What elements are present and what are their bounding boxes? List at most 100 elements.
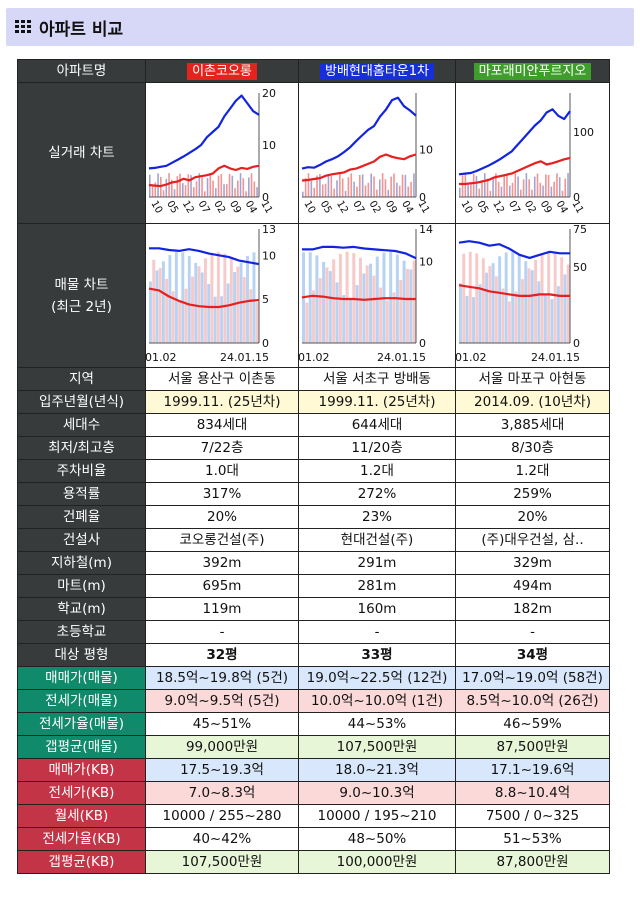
x-tick-label: 09	[383, 199, 399, 216]
value-floors-1: 7/22층	[145, 436, 299, 460]
volume-bar	[149, 281, 152, 343]
x-tick-label: 10	[458, 199, 474, 216]
volume-bar	[528, 179, 530, 197]
volume-bar	[190, 175, 192, 197]
series-line-2	[458, 284, 570, 298]
apartment-name-3[interactable]: 마포래미안푸르지오	[473, 63, 592, 80]
value-jeonse-rate-kb-1: 40~42%	[145, 827, 299, 851]
volume-bar	[531, 189, 533, 197]
y-tick-label: 0	[419, 337, 426, 350]
row-name: 아파트명 이촌코오롱 방배현대홈타운1차 마포래미안푸르지오	[17, 59, 610, 83]
volume-bar	[327, 173, 330, 197]
apartment-name-1[interactable]: 이촌코오롱	[187, 63, 257, 80]
value-pyeong-1: 32평	[145, 643, 299, 667]
series-line-2	[459, 156, 571, 186]
volume-bar	[381, 173, 384, 197]
volume-bar	[165, 178, 168, 197]
x-tick-label: 12	[180, 199, 196, 216]
y-tick-label: 75	[573, 224, 587, 236]
volume-bar	[237, 180, 239, 197]
volume-bar	[168, 255, 172, 343]
series-line-1	[302, 245, 417, 260]
volume-bar	[501, 288, 505, 343]
row-sale-kb: 매매가(KB) 17.5~19.3억 18.0~21.3억 17.1~19.6억	[17, 758, 610, 782]
volume-bar	[359, 174, 361, 197]
value-jeonse-rate-listing-1: 45~51%	[145, 712, 299, 736]
trade-chart-cell-3: 100 0 10 05 12 07 02 09 04 11	[455, 82, 610, 224]
label-gap-listing: 갭평균(매물)	[17, 735, 146, 759]
x-tick-label: 07	[196, 199, 212, 216]
volume-bar	[345, 251, 349, 343]
apartment-name-2[interactable]: 방배현대홈타운1차	[320, 63, 434, 80]
row-households: 세대수 834세대 644세대 3,885세대	[17, 413, 610, 437]
volume-bar	[255, 302, 259, 343]
volume-bar	[540, 254, 544, 343]
value-school-2: 160m	[298, 597, 456, 621]
value-monthly-kb-3: 7500 / 0~325	[455, 804, 610, 828]
volume-bar	[231, 175, 234, 197]
volume-bar	[242, 178, 245, 197]
row-elementary: 초등학교 - - -	[17, 620, 610, 644]
volume-bar	[236, 266, 240, 343]
volume-bar	[152, 259, 156, 343]
volume-bar	[347, 177, 350, 197]
volume-bar	[481, 258, 485, 343]
value-sale-kb-2: 18.0~21.3억	[298, 758, 456, 782]
volume-bar	[207, 283, 211, 343]
volume-bar	[226, 184, 228, 197]
volume-bar	[184, 185, 187, 197]
volume-bar	[362, 273, 366, 343]
series-line-2	[301, 153, 417, 182]
value-region-3: 서울 마포구 아현동	[455, 367, 610, 391]
listing-chart-2: 14 10 0 01.02 24.01.15	[300, 225, 434, 365]
volume-bar	[524, 261, 528, 343]
volume-bar	[470, 183, 472, 197]
value-floors-3: 8/30층	[455, 436, 610, 460]
volume-bar	[503, 174, 505, 197]
volume-bar	[313, 187, 315, 197]
row-sale-listing: 매매가(매물) 18.5억~19.8억 (5건) 19.0억~22.5억 (12건)…	[17, 666, 610, 690]
x-tick-label: 24.01.15	[220, 351, 269, 364]
volume-bar	[302, 191, 304, 197]
volume-bar	[248, 177, 250, 197]
x-tick-label: 05	[318, 199, 334, 216]
volume-bar	[550, 186, 553, 197]
x-tick-label: 10	[301, 199, 317, 216]
volume-bar	[511, 182, 514, 197]
volume-bar	[174, 252, 178, 343]
volume-bar	[402, 260, 406, 343]
volume-bar	[506, 174, 508, 197]
value-far-3: 259%	[455, 482, 610, 506]
value-parking-3: 1.2대	[455, 459, 610, 483]
volume-bar	[209, 173, 212, 197]
volume-bar	[514, 173, 517, 197]
volume-bar	[305, 302, 309, 343]
row-listing-chart: 매물 차트 (최근 2년) 13 10 5 0 01.02 24.01.15 14 10 0 0…	[17, 223, 610, 368]
row-subway: 지하철(m) 392m 291m 329m	[17, 551, 610, 575]
volume-bar	[312, 290, 316, 343]
volume-bar	[393, 173, 395, 197]
y-tick-label: 50	[573, 261, 587, 274]
volume-bar	[365, 265, 369, 343]
series-line-2	[301, 294, 416, 301]
volume-bar	[332, 259, 336, 343]
volume-bar	[176, 176, 179, 197]
volume-bar	[336, 180, 338, 197]
volume-bar	[459, 283, 462, 343]
row-school: 학교(m) 119m 160m 182m	[17, 597, 610, 621]
volume-bar	[215, 188, 217, 197]
series-line-2	[148, 287, 260, 309]
volume-bar	[173, 189, 176, 197]
volume-bar	[353, 181, 355, 197]
volume-bar	[405, 269, 409, 343]
volume-bar	[171, 179, 173, 197]
label-monthly-kb: 월세(KB)	[17, 804, 146, 828]
volume-bar	[533, 176, 536, 197]
volume-bar	[350, 173, 353, 197]
label-listing-chart-sub: (최근 2년)	[51, 298, 112, 315]
volume-bar	[216, 251, 220, 343]
volume-bar	[385, 300, 389, 343]
volume-bar	[412, 260, 416, 343]
label-households: 세대수	[17, 413, 146, 437]
volume-bar	[475, 175, 478, 197]
